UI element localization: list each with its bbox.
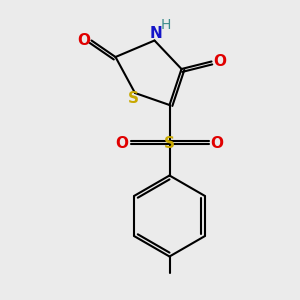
Text: O: O <box>116 136 129 152</box>
Text: S: S <box>128 91 139 106</box>
Text: N: N <box>150 26 162 40</box>
Text: H: H <box>161 18 171 32</box>
Text: O: O <box>210 136 224 152</box>
Text: O: O <box>77 33 91 48</box>
Text: O: O <box>213 54 226 69</box>
Text: S: S <box>164 136 175 152</box>
